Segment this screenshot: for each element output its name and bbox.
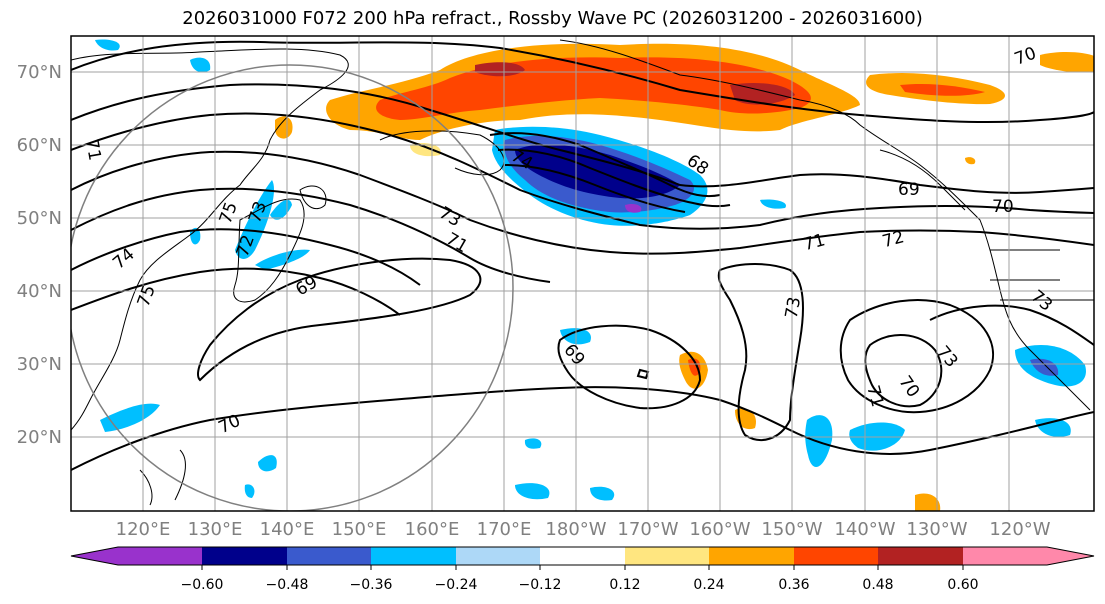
- lon-label: 130°E: [188, 519, 243, 540]
- reference-circle: [71, 64, 514, 511]
- lat-label: 30°N: [17, 354, 62, 375]
- longitude-labels: 120°E 130°E 140°E 150°E 160°E 170°E 180°…: [116, 519, 1051, 540]
- colorbar-tick-label: 0.24: [693, 577, 724, 593]
- lon-label: 150°E: [332, 519, 387, 540]
- lat-label: 20°N: [17, 427, 62, 448]
- colorbar-tick-label: 0.12: [609, 577, 640, 593]
- lat-label: 50°N: [17, 208, 62, 229]
- map-frame: [70, 35, 1095, 512]
- colorbar-tick-label: −0.12: [519, 577, 562, 593]
- lon-label: 150°W: [761, 519, 822, 540]
- contour-label: 69: [898, 180, 920, 200]
- colorbar-segment: [878, 547, 963, 565]
- colorbar-segment: [202, 547, 287, 565]
- colorbar-segment: [963, 547, 1047, 565]
- lon-label: 140°E: [260, 519, 315, 540]
- contour-label: 70: [992, 197, 1014, 217]
- colorbar-tick-label: −0.48: [266, 577, 309, 593]
- chart-title: 2026031000 F072 200 hPa refract., Rossby…: [182, 8, 923, 29]
- lon-label: 130°W: [906, 519, 967, 540]
- lon-label: 120°W: [989, 519, 1050, 540]
- contour-label: 71: [81, 137, 104, 162]
- colorbar-segment: [540, 547, 625, 565]
- colorbar-tick-label: 0.36: [778, 577, 809, 593]
- contour-lines: [71, 40, 1094, 471]
- lon-label: 170°E: [477, 519, 532, 540]
- colorbar-segment: [287, 547, 371, 565]
- colorbar-extend-high: [1047, 547, 1094, 565]
- colorbar-segment: [371, 547, 456, 565]
- lon-label: 160°W: [689, 519, 750, 540]
- lon-label: 170°W: [617, 519, 678, 540]
- lon-label: 120°E: [116, 519, 171, 540]
- colorbar-tick-label: −0.60: [181, 577, 224, 593]
- lat-label: 40°N: [17, 281, 62, 302]
- coastlines: [71, 39, 1094, 506]
- latitude-labels: 70°N 60°N 50°N 40°N 30°N 20°N: [17, 62, 62, 448]
- lat-label: 60°N: [17, 135, 62, 156]
- colorbar-tick-label: 0.60: [947, 577, 978, 593]
- colorbar-tick-label: −0.36: [350, 577, 393, 593]
- colorbar-segment: [456, 547, 540, 565]
- contour-label: 73: [782, 295, 805, 320]
- colorbar-outline: [70, 546, 1095, 566]
- gridlines: [71, 36, 1094, 511]
- colorbar-segment: [118, 547, 202, 565]
- lat-label: 70°N: [17, 62, 62, 83]
- shaded-fields: [95, 39, 1094, 511]
- colorbar-tick-label: 0.48: [862, 577, 893, 593]
- colorbar-extend-low: [71, 547, 118, 565]
- map-panel: [71, 36, 1094, 511]
- colorbar: −0.60 −0.48 −0.36 −0.24 −0.12 0.12 0.24 …: [70, 546, 1095, 593]
- colorbar-tick-label: −0.24: [435, 577, 478, 593]
- colorbar-segment: [794, 547, 878, 565]
- colorbar-segment: [625, 547, 709, 565]
- lon-label: 180°W: [545, 519, 606, 540]
- lon-label: 160°E: [405, 519, 460, 540]
- colorbar-segment: [709, 547, 794, 565]
- lon-label: 140°W: [834, 519, 895, 540]
